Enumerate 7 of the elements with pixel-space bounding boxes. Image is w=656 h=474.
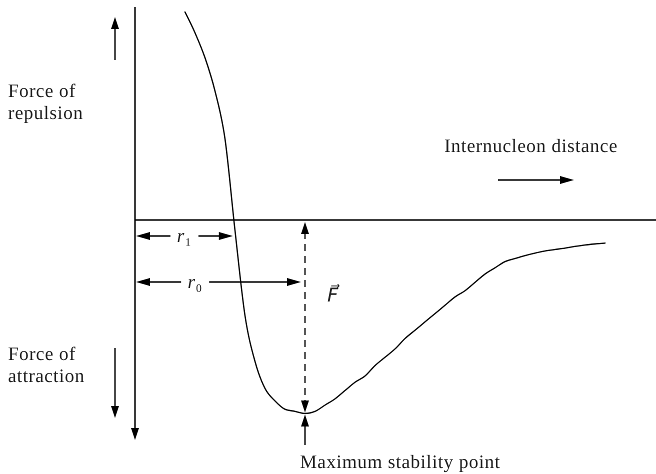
text: Maximum stability point (300, 452, 501, 473)
text: Force of repulsion (8, 81, 84, 124)
text: Force of attraction (8, 344, 85, 387)
annotation: r₁ (176, 226, 192, 247)
x-axis-title: Internucleon distance (444, 136, 618, 157)
annotation: r₀ (188, 272, 203, 293)
annotation: F⃗ (327, 283, 340, 307)
